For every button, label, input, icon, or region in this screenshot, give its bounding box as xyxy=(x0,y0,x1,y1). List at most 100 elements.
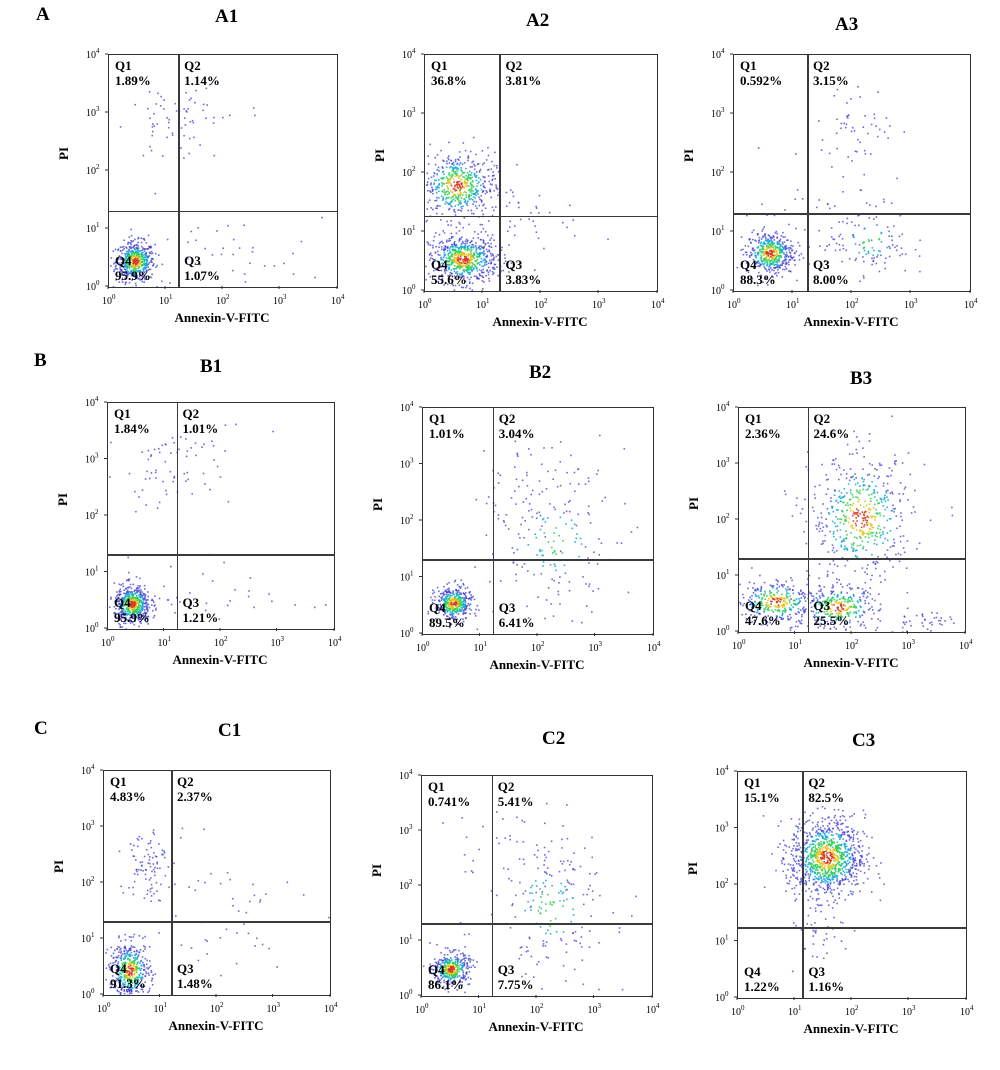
event-dot xyxy=(930,630,932,632)
event-dot xyxy=(598,554,600,556)
event-dot xyxy=(518,485,520,488)
event-dot xyxy=(462,597,464,599)
event-dot xyxy=(234,589,236,591)
y-tick-label: 104 xyxy=(400,400,414,414)
event-dot xyxy=(846,117,849,119)
event-dot xyxy=(445,260,447,262)
event-dot xyxy=(785,261,787,264)
event-dot xyxy=(492,273,494,276)
event-dot xyxy=(821,522,823,525)
event-dot xyxy=(471,289,474,291)
event-dot xyxy=(453,580,456,583)
event-dot xyxy=(452,284,454,287)
event-dot xyxy=(749,596,751,599)
event-dot xyxy=(536,512,538,515)
event-dot xyxy=(462,205,464,207)
event-dot xyxy=(448,196,450,199)
event-dot xyxy=(876,561,879,564)
event-dot xyxy=(235,423,237,426)
event-dot xyxy=(879,512,881,514)
event-dot xyxy=(777,246,779,249)
event-dot xyxy=(847,483,850,485)
event-dot xyxy=(855,448,858,451)
event-dot xyxy=(886,246,888,249)
event-dot xyxy=(445,598,448,600)
event-dot xyxy=(252,107,255,109)
event-dot xyxy=(784,248,787,251)
event-dot xyxy=(769,584,772,586)
event-dot xyxy=(455,623,458,626)
event-dot xyxy=(831,549,834,552)
event-dot xyxy=(134,238,136,241)
event-dot xyxy=(119,623,121,626)
event-dot xyxy=(858,244,861,246)
event-dot xyxy=(140,616,143,618)
event-dot xyxy=(438,590,440,593)
event-dot xyxy=(137,247,140,249)
event-dot xyxy=(515,579,518,582)
event-dot xyxy=(114,248,117,251)
event-dot xyxy=(744,251,747,254)
event-dot xyxy=(874,503,876,506)
event-dot xyxy=(760,624,763,626)
event-dot xyxy=(841,509,843,512)
event-dot xyxy=(587,557,589,559)
event-dot xyxy=(468,604,471,607)
event-dot xyxy=(123,614,125,617)
event-dot xyxy=(765,277,767,279)
event-dot xyxy=(114,613,117,616)
y-tick-label: 101 xyxy=(400,570,414,584)
event-dot xyxy=(456,167,459,169)
event-dot xyxy=(141,489,144,491)
event-dot xyxy=(460,579,463,581)
event-dot xyxy=(458,201,461,204)
event-cloud-b1 xyxy=(109,423,327,629)
event-dot xyxy=(777,241,780,244)
event-dot xyxy=(467,245,469,248)
x-tick-label: 103 xyxy=(271,635,285,649)
event-dot xyxy=(838,221,840,223)
event-dot xyxy=(451,199,454,201)
event-dot xyxy=(509,189,512,191)
event-dot xyxy=(468,259,470,261)
event-dot xyxy=(799,600,801,602)
event-dot xyxy=(847,115,849,117)
event-dot xyxy=(539,550,541,553)
event-dot xyxy=(127,601,129,604)
event-dot xyxy=(559,441,562,443)
event-dot xyxy=(828,608,830,611)
event-dot xyxy=(117,597,120,600)
event-dot xyxy=(886,226,889,228)
event-dot xyxy=(128,571,130,574)
event-dot xyxy=(751,278,754,280)
event-dot xyxy=(853,236,855,239)
event-dot xyxy=(467,258,469,260)
event-dot xyxy=(771,244,774,247)
event-dot xyxy=(751,595,753,597)
event-dot xyxy=(789,627,792,629)
event-dot xyxy=(457,594,460,596)
event-dot xyxy=(765,237,767,240)
event-dot xyxy=(751,253,753,255)
event-dot xyxy=(838,235,840,238)
event-dot xyxy=(144,612,146,614)
event-dot xyxy=(817,618,819,620)
event-dot xyxy=(757,595,760,597)
event-dot xyxy=(441,213,444,215)
event-dot xyxy=(516,548,519,551)
event-dot xyxy=(125,281,127,284)
event-dot xyxy=(460,178,462,181)
event-dot xyxy=(483,254,485,257)
event-dot xyxy=(132,259,134,262)
event-dot xyxy=(800,597,802,599)
event-dot xyxy=(130,257,133,260)
event-dot xyxy=(456,162,459,165)
event-dot xyxy=(126,599,128,602)
event-dot xyxy=(128,281,131,284)
event-dot xyxy=(768,257,771,259)
event-dot xyxy=(154,604,156,606)
event-dot xyxy=(466,270,468,273)
event-dot xyxy=(588,480,590,483)
event-dot xyxy=(784,253,787,256)
event-dot xyxy=(238,247,241,249)
